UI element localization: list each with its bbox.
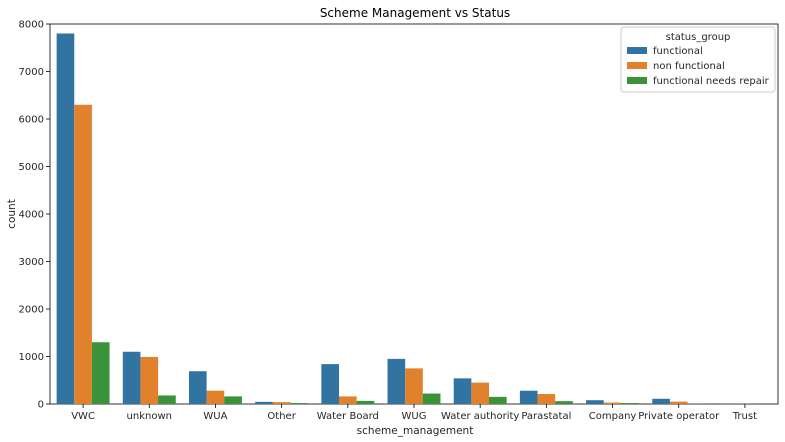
y-tick-label: 4000 (19, 210, 44, 221)
bar (224, 396, 242, 404)
legend-entry: functional (653, 46, 703, 57)
y-tick-label: 6000 (19, 115, 44, 126)
legend-entry: functional needs repair (653, 76, 770, 87)
bar (621, 403, 640, 404)
bar (555, 401, 573, 404)
x-tick-label: Water authority (441, 411, 519, 422)
x-tick-label: Company (589, 411, 637, 422)
x-tick-label: Trust (732, 411, 757, 422)
x-tick-label: WUG (402, 411, 427, 422)
x-tick-label: VWC (71, 411, 95, 422)
legend-swatch (627, 47, 647, 54)
y-tick-label: 1000 (19, 352, 44, 363)
legend-swatch (627, 77, 647, 84)
bar (91, 342, 110, 404)
bars (56, 33, 754, 404)
legend-entry: non functional (653, 61, 725, 72)
y-axis-label: count (6, 199, 18, 229)
y-tick-label: 5000 (19, 162, 44, 173)
x-tick-label: Water Board (317, 411, 379, 422)
legend: status_group functional non functional func… (620, 26, 776, 93)
x-tick-label: WUA (203, 411, 227, 422)
bar (471, 382, 490, 404)
x-tick-label: Private operator (638, 411, 720, 422)
bar (669, 401, 688, 404)
y-tick-label: 8000 (19, 20, 44, 31)
legend-box (620, 26, 776, 93)
bar (140, 356, 159, 404)
bar (206, 390, 225, 404)
x-tick-label: Parastatal (521, 411, 571, 422)
x-axis-label: scheme_management (357, 425, 474, 437)
bar (255, 401, 273, 404)
y-tick-label: 2000 (19, 305, 44, 316)
y-tick-label: 3000 (19, 257, 44, 268)
bar (338, 396, 357, 404)
legend-title: status_group (666, 32, 731, 43)
bar (56, 33, 75, 404)
bar (519, 390, 538, 404)
bar (387, 358, 406, 404)
y-axis: 0 1000 2000 3000 4000 5000 6000 7000 8000 (19, 20, 50, 411)
x-tick-label: unknown (127, 411, 172, 422)
bar (74, 104, 92, 404)
chart-title: Scheme Management vs Status (320, 6, 510, 20)
bar (586, 400, 604, 404)
bar (188, 371, 207, 404)
bar (122, 351, 141, 404)
y-tick-label: 0 (38, 400, 44, 411)
y-tick-label: 7000 (19, 67, 44, 78)
legend-swatch (627, 62, 647, 69)
bar (158, 395, 176, 404)
x-tick-label: Other (267, 411, 296, 422)
bar (453, 378, 472, 404)
bar (652, 398, 670, 404)
bar (603, 402, 622, 404)
bar (405, 368, 423, 404)
bar (356, 400, 375, 404)
bar (537, 394, 556, 404)
bar (272, 402, 291, 404)
x-axis: VWC unknown WUA Other Water Board WUG Water au… (71, 404, 757, 422)
bar (290, 403, 309, 404)
bar (422, 393, 441, 404)
bar (321, 364, 339, 404)
bar (489, 396, 507, 404)
